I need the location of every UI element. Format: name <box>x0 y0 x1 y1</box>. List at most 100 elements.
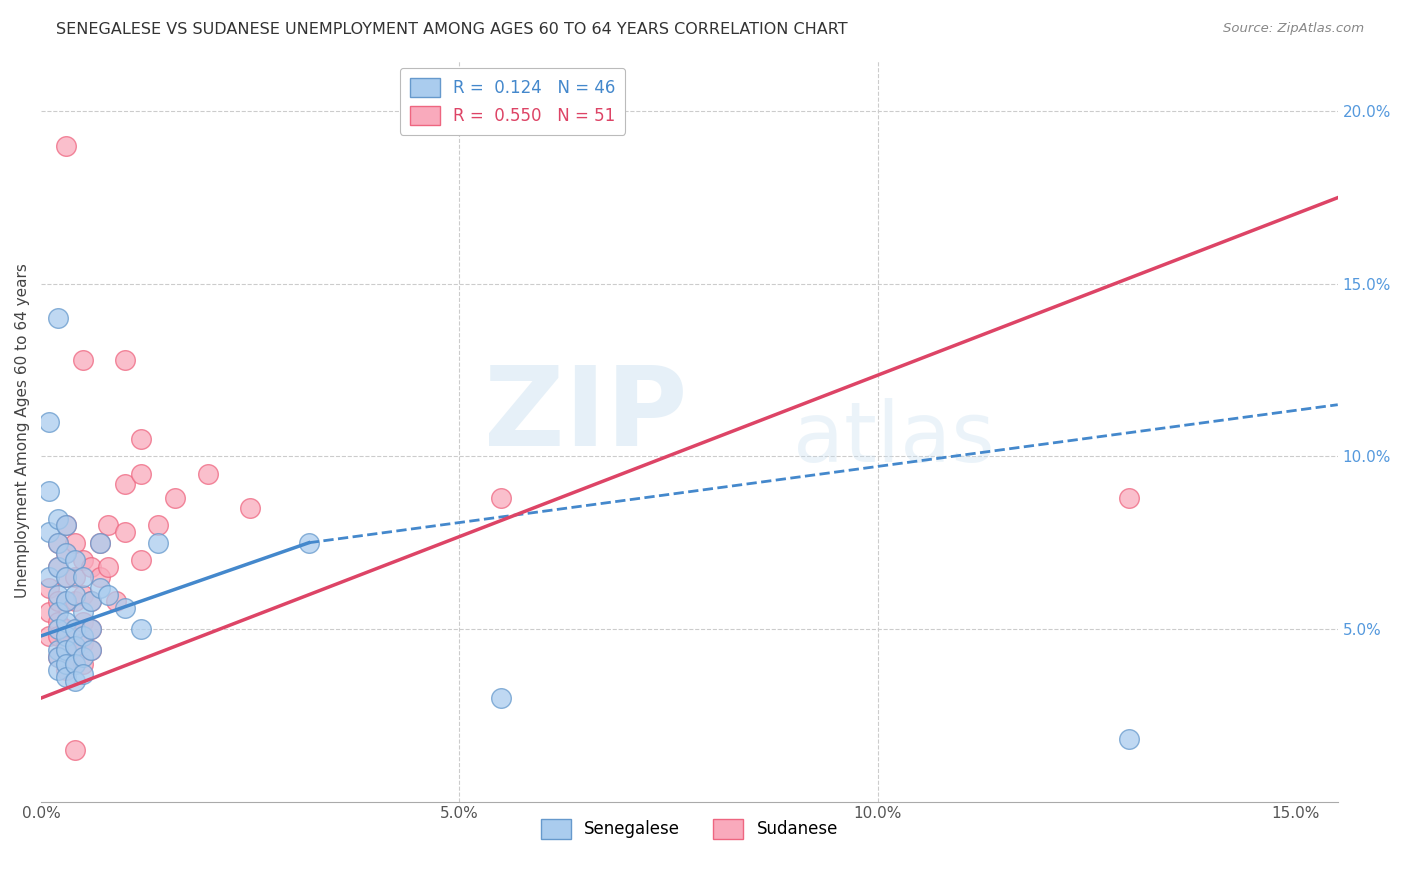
Point <box>72 649 94 664</box>
Point <box>97 518 120 533</box>
Point <box>55 622 77 636</box>
Point <box>46 560 69 574</box>
Point <box>55 640 77 654</box>
Point <box>55 629 77 643</box>
Point <box>89 581 111 595</box>
Point <box>46 649 69 664</box>
Point <box>46 311 69 326</box>
Point <box>38 570 60 584</box>
Point <box>89 535 111 549</box>
Point <box>55 594 77 608</box>
Point <box>55 642 77 657</box>
Point <box>131 553 153 567</box>
Point <box>97 587 120 601</box>
Point <box>55 615 77 629</box>
Point <box>38 581 60 595</box>
Legend: Senegalese, Sudanese: Senegalese, Sudanese <box>534 813 845 846</box>
Point <box>63 640 86 654</box>
Point <box>114 601 136 615</box>
Point <box>46 535 69 549</box>
Point <box>46 511 69 525</box>
Point <box>46 594 69 608</box>
Point <box>131 622 153 636</box>
Point <box>114 352 136 367</box>
Point <box>38 629 60 643</box>
Point <box>131 432 153 446</box>
Point <box>46 664 69 678</box>
Point <box>46 560 69 574</box>
Point <box>114 477 136 491</box>
Point <box>1118 732 1140 747</box>
Point <box>63 594 86 608</box>
Point <box>72 629 94 643</box>
Point <box>46 622 69 636</box>
Point <box>298 535 321 549</box>
Point <box>38 415 60 429</box>
Point <box>63 622 86 636</box>
Y-axis label: Unemployment Among Ages 60 to 64 years: Unemployment Among Ages 60 to 64 years <box>15 263 30 598</box>
Point <box>55 570 77 584</box>
Point <box>46 642 69 657</box>
Point <box>55 139 77 153</box>
Point <box>80 594 103 608</box>
Point <box>80 594 103 608</box>
Point <box>114 525 136 540</box>
Point <box>80 642 103 657</box>
Point <box>63 743 86 757</box>
Point <box>97 560 120 574</box>
Point <box>72 605 94 619</box>
Point <box>163 491 186 505</box>
Point <box>63 640 86 654</box>
Point <box>38 605 60 619</box>
Point <box>46 615 69 629</box>
Point <box>489 491 512 505</box>
Text: ZIP: ZIP <box>484 362 688 469</box>
Text: Source: ZipAtlas.com: Source: ZipAtlas.com <box>1223 22 1364 36</box>
Point <box>63 657 86 671</box>
Point <box>63 570 86 584</box>
Point <box>55 546 77 560</box>
Point <box>46 587 69 601</box>
Point <box>72 657 94 671</box>
Text: SENEGALESE VS SUDANESE UNEMPLOYMENT AMONG AGES 60 TO 64 YEARS CORRELATION CHART: SENEGALESE VS SUDANESE UNEMPLOYMENT AMON… <box>56 22 848 37</box>
Point <box>72 553 94 567</box>
Point <box>46 605 69 619</box>
Point <box>72 615 94 629</box>
Point <box>55 518 77 533</box>
Point <box>55 670 77 684</box>
Point <box>63 587 86 601</box>
Point <box>72 636 94 650</box>
Point <box>80 560 103 574</box>
Point <box>1118 491 1140 505</box>
Point <box>46 649 69 664</box>
Point <box>38 483 60 498</box>
Point <box>55 570 77 584</box>
Point <box>55 594 77 608</box>
Point <box>197 467 219 481</box>
Point <box>72 570 94 584</box>
Point <box>63 553 86 567</box>
Point <box>55 664 77 678</box>
Point <box>55 518 77 533</box>
Point <box>63 673 86 688</box>
Point <box>239 501 262 516</box>
Point <box>80 642 103 657</box>
Point <box>72 587 94 601</box>
Point <box>105 594 128 608</box>
Point <box>63 657 86 671</box>
Point <box>80 622 103 636</box>
Point <box>489 691 512 706</box>
Point <box>38 525 60 540</box>
Point <box>46 629 69 643</box>
Point <box>80 622 103 636</box>
Text: atlas: atlas <box>793 398 995 478</box>
Point <box>72 666 94 681</box>
Point <box>63 535 86 549</box>
Point <box>55 546 77 560</box>
Point <box>89 570 111 584</box>
Point <box>72 352 94 367</box>
Point <box>148 535 170 549</box>
Point <box>55 657 77 671</box>
Point <box>46 535 69 549</box>
Point <box>148 518 170 533</box>
